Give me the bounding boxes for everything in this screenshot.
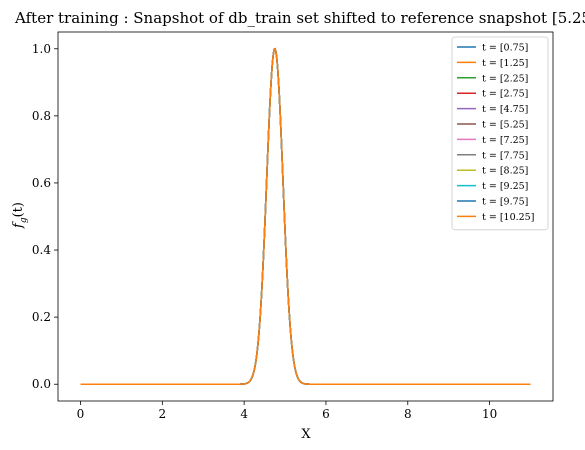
y-axis-label: fg(t) [11,202,29,229]
legend-entry: t = [9.75] [482,197,528,208]
legend-entry: t = [10.25] [482,212,534,223]
svg-text:fg(t): fg(t) [11,202,29,229]
legend-entry: t = [7.75] [482,150,528,161]
axis-ticks: 0 2 4 6 8 10 0.0 0.2 0.4 0.6 0.8 1.0 [32,42,497,421]
legend-box [451,36,549,231]
legend-entry: t = [8.25] [482,166,528,177]
x-tick-label: 4 [240,407,248,421]
x-tick-label: 8 [404,407,412,421]
y-axis-label-sub: g [19,217,29,223]
legend-entry: t = [9.25] [482,181,528,192]
y-tick-label: 0.4 [32,243,51,257]
legend-entry: t = [1.25] [482,58,528,69]
y-axis-label-arg: (t) [11,202,26,217]
y-tick-label: 0.0 [32,377,51,391]
y-tick-label: 0.6 [32,176,51,190]
x-tick-label: 10 [482,407,497,421]
x-tick-label: 2 [158,407,166,421]
y-axis-label-main: f [11,221,26,229]
y-tick-label: 0.2 [32,310,51,324]
plot-area-frame [57,31,554,402]
legend-entry: t = [5.25] [482,120,528,131]
legend-entry: t = [2.25] [482,73,528,84]
legend: t = [0.75] t = [1.25] t = [2.25] t = [2.75]… [451,36,549,231]
legend-entry: t = [0.75] [482,43,528,54]
series-lines [80,47,531,385]
x-tick-label: 0 [77,407,85,421]
legend-entry: t = [4.75] [482,104,528,115]
chart-title: After training : Snapshot of db_train se… [14,9,585,27]
x-axis-label: X [301,427,311,442]
x-tick-label: 6 [322,407,330,421]
legend-entry: t = [7.25] [482,135,528,146]
legend-entry: t = [2.75] [482,89,528,100]
series-line-12 [80,47,531,385]
y-tick-label: 0.8 [32,109,51,123]
y-tick-label: 1.0 [32,42,51,56]
